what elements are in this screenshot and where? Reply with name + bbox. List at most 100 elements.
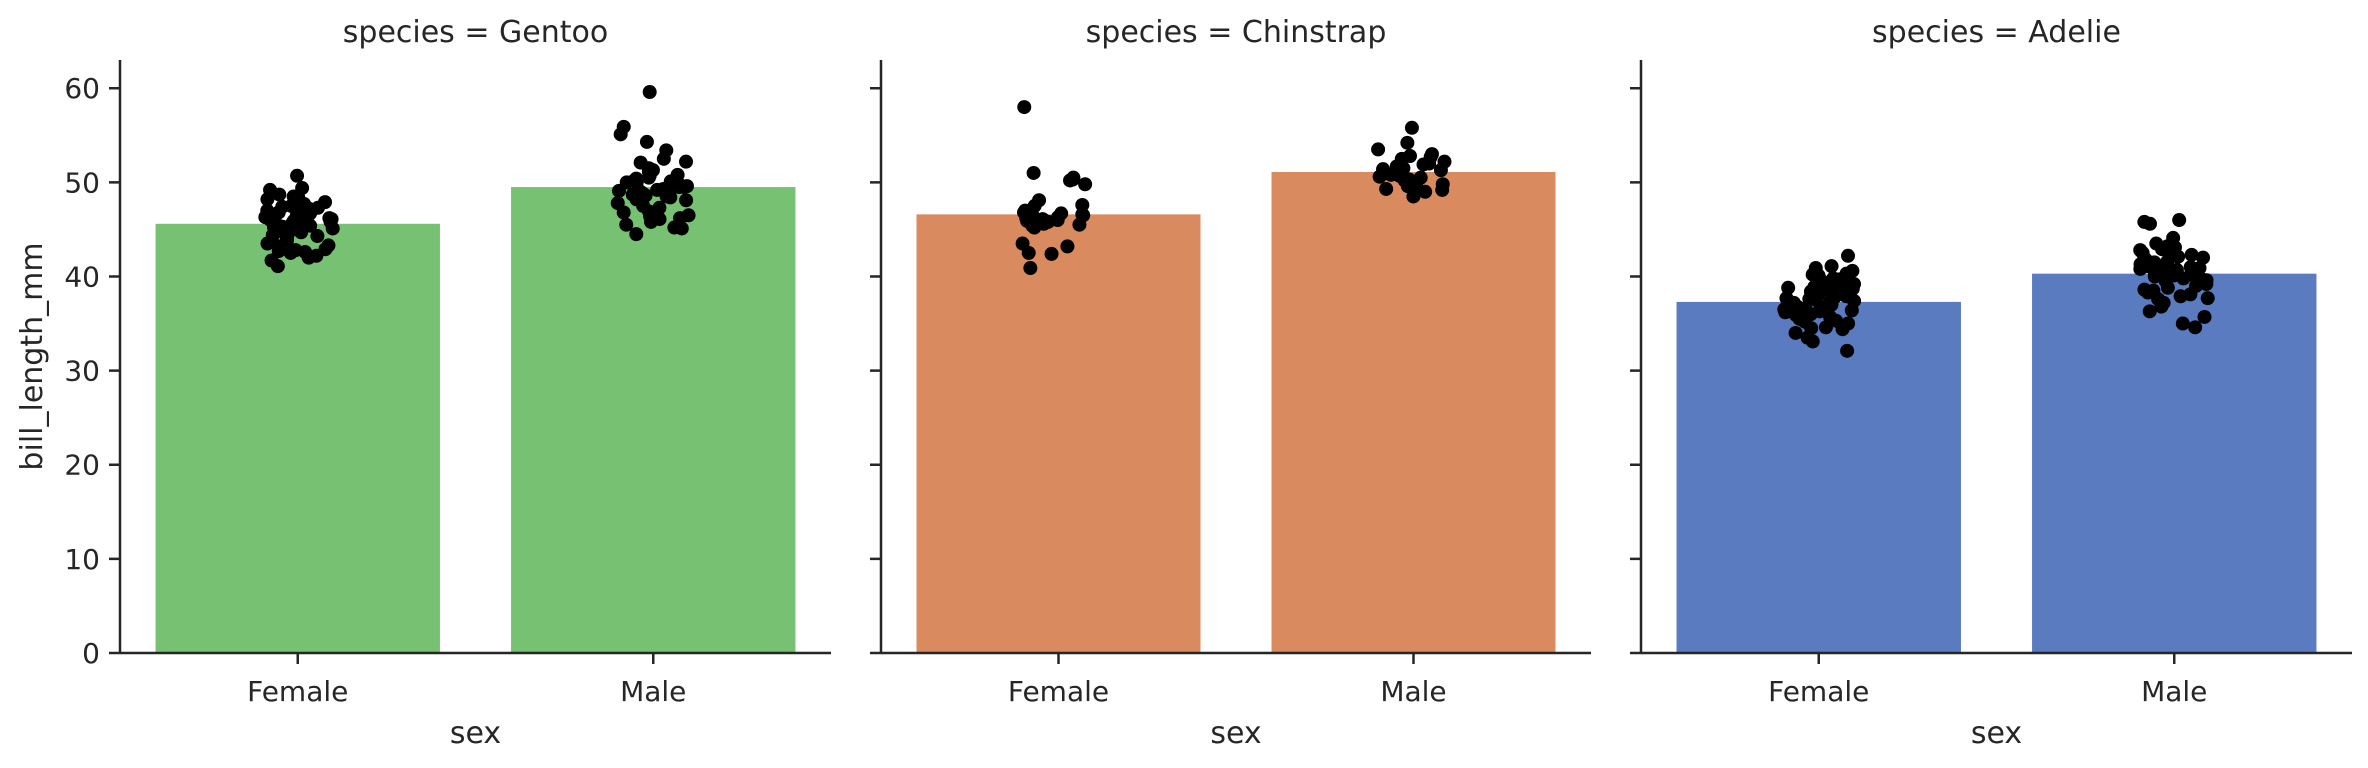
data-point bbox=[1021, 245, 1036, 260]
data-point bbox=[2147, 269, 2162, 284]
data-point bbox=[2173, 289, 2188, 304]
data-point bbox=[639, 134, 654, 149]
data-point bbox=[272, 187, 287, 202]
data-point bbox=[270, 259, 285, 274]
data-point bbox=[611, 183, 626, 198]
data-point bbox=[679, 154, 694, 169]
x-tick-label: Male bbox=[1380, 675, 1446, 708]
x-tick-label: Male bbox=[2141, 675, 2207, 708]
data-point bbox=[613, 127, 628, 142]
data-point bbox=[1372, 169, 1387, 184]
bar-female bbox=[1676, 301, 1961, 653]
x-axis-label: sex bbox=[1210, 716, 1261, 751]
data-point bbox=[1400, 135, 1415, 150]
data-point bbox=[2175, 316, 2190, 331]
y-tick-label: 60 bbox=[64, 72, 100, 105]
data-point bbox=[310, 229, 325, 244]
data-point bbox=[2142, 304, 2157, 319]
data-point bbox=[2172, 213, 2187, 228]
data-point bbox=[1023, 261, 1038, 276]
data-point bbox=[1072, 217, 1087, 232]
bar-male bbox=[511, 187, 796, 654]
y-tick-label: 20 bbox=[64, 449, 100, 482]
data-point bbox=[1371, 142, 1386, 157]
bar-male bbox=[1271, 172, 1556, 653]
data-point bbox=[1435, 182, 1450, 197]
data-point bbox=[294, 225, 309, 240]
data-point bbox=[1844, 303, 1859, 318]
data-point bbox=[2160, 280, 2175, 295]
data-point bbox=[1017, 100, 1032, 115]
panel-title: species = Chinstrap bbox=[1086, 15, 1387, 50]
data-point bbox=[325, 221, 340, 236]
data-point bbox=[1400, 179, 1415, 194]
data-point bbox=[260, 192, 275, 207]
data-point bbox=[2154, 299, 2169, 314]
data-point bbox=[616, 205, 631, 220]
data-point bbox=[1841, 248, 1856, 263]
data-point bbox=[1778, 305, 1793, 320]
data-point bbox=[1835, 322, 1850, 337]
data-point bbox=[2200, 291, 2215, 306]
data-point bbox=[1416, 157, 1431, 172]
data-point bbox=[1418, 184, 1433, 199]
data-point bbox=[663, 190, 678, 205]
data-point bbox=[1824, 259, 1839, 274]
data-point bbox=[629, 227, 644, 242]
data-point bbox=[642, 85, 657, 100]
data-point bbox=[2176, 271, 2191, 286]
y-tick-label: 0 bbox=[82, 637, 100, 670]
data-point bbox=[283, 245, 298, 260]
data-point bbox=[1824, 297, 1839, 312]
data-point bbox=[1044, 246, 1059, 261]
data-point bbox=[656, 151, 671, 166]
y-tick-label: 50 bbox=[64, 166, 100, 199]
data-point bbox=[674, 221, 689, 236]
x-tick-label: Female bbox=[1768, 675, 1869, 708]
data-point bbox=[1027, 220, 1042, 235]
x-tick-label: Female bbox=[247, 675, 348, 708]
data-point bbox=[1026, 165, 1041, 180]
data-point bbox=[641, 170, 656, 185]
data-point bbox=[2142, 216, 2157, 231]
data-point bbox=[2184, 247, 2199, 262]
y-tick-label: 30 bbox=[64, 355, 100, 388]
x-tick-label: Female bbox=[1008, 675, 1109, 708]
data-point bbox=[1788, 325, 1803, 340]
data-point bbox=[1818, 320, 1833, 335]
data-point bbox=[619, 217, 634, 232]
data-point bbox=[260, 236, 275, 251]
data-point bbox=[2140, 285, 2155, 300]
data-point bbox=[2197, 309, 2212, 324]
data-point bbox=[2188, 320, 2203, 335]
data-point bbox=[1840, 343, 1855, 358]
bar-female bbox=[155, 223, 440, 653]
bar-male bbox=[2032, 273, 2317, 653]
y-tick-label: 40 bbox=[64, 260, 100, 293]
data-point bbox=[1805, 334, 1820, 349]
panel-title: species = Adelie bbox=[1872, 15, 2121, 50]
y-axis-label: bill_length_mm bbox=[15, 242, 50, 470]
data-point bbox=[1433, 163, 1448, 178]
data-point bbox=[1781, 280, 1796, 295]
x-tick-label: Male bbox=[620, 675, 686, 708]
data-point bbox=[679, 193, 694, 208]
data-point bbox=[1406, 189, 1421, 204]
data-point bbox=[2199, 277, 2214, 292]
data-point bbox=[1078, 177, 1093, 192]
data-point bbox=[1379, 181, 1394, 196]
x-axis-label: sex bbox=[450, 716, 501, 751]
data-point bbox=[1060, 239, 1075, 254]
data-point bbox=[1063, 173, 1078, 188]
data-point bbox=[2133, 261, 2148, 276]
data-point bbox=[1404, 120, 1419, 135]
y-tick-label: 10 bbox=[64, 543, 100, 576]
data-point bbox=[2171, 249, 2186, 264]
data-point bbox=[290, 168, 305, 183]
data-point bbox=[644, 214, 659, 229]
panel-title: species = Gentoo bbox=[343, 15, 608, 50]
data-point bbox=[301, 250, 316, 265]
x-axis-label: sex bbox=[1971, 716, 2022, 751]
bar-female bbox=[916, 214, 1201, 653]
